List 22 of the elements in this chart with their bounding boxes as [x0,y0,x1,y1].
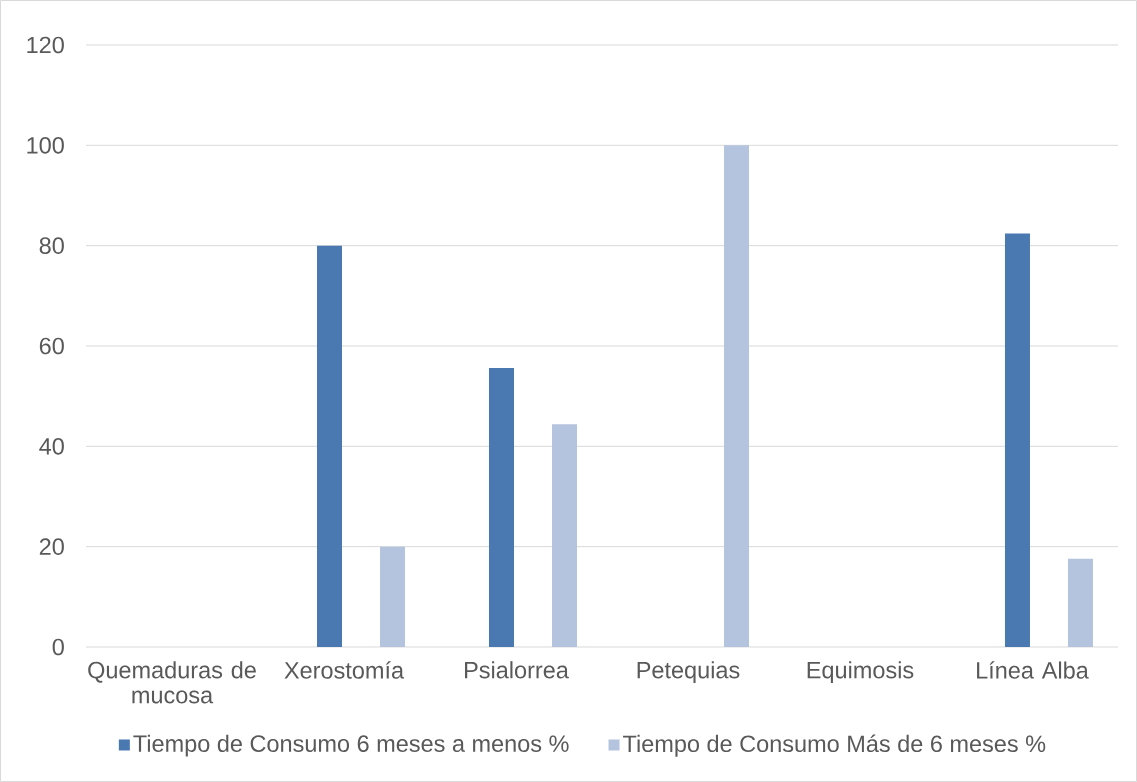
bar [317,245,342,647]
x-tick-label: Equimosis [807,661,914,684]
bar [551,424,577,647]
y-tick-label: 60 [39,337,64,355]
y-tick-label: 120 [27,36,64,54]
legend-label: Tiempo de Consumo 6 meses a menos % [133,734,569,757]
x-tick-label: Línea Alba [977,661,1089,679]
legend-label: Tiempo de Consumo Más de 6 meses % [623,734,1046,757]
y-tick-label: 40 [39,438,64,455]
x-tick-label: Quemaduras de mucosa [88,661,256,704]
y-tick-label: 0 [52,638,64,656]
bar [723,145,749,647]
y-tick-label: 20 [39,538,64,555]
x-tick-label: Petequias [637,661,740,684]
bar [1067,558,1093,647]
bar [1004,233,1030,647]
x-tick-label: Psialorrea [465,661,569,679]
y-tick-label: 80 [39,237,64,254]
bar [488,368,514,647]
x-tick-label: Xerostomía [284,661,405,679]
y-tick-label: 100 [27,137,64,154]
bar [380,546,405,647]
